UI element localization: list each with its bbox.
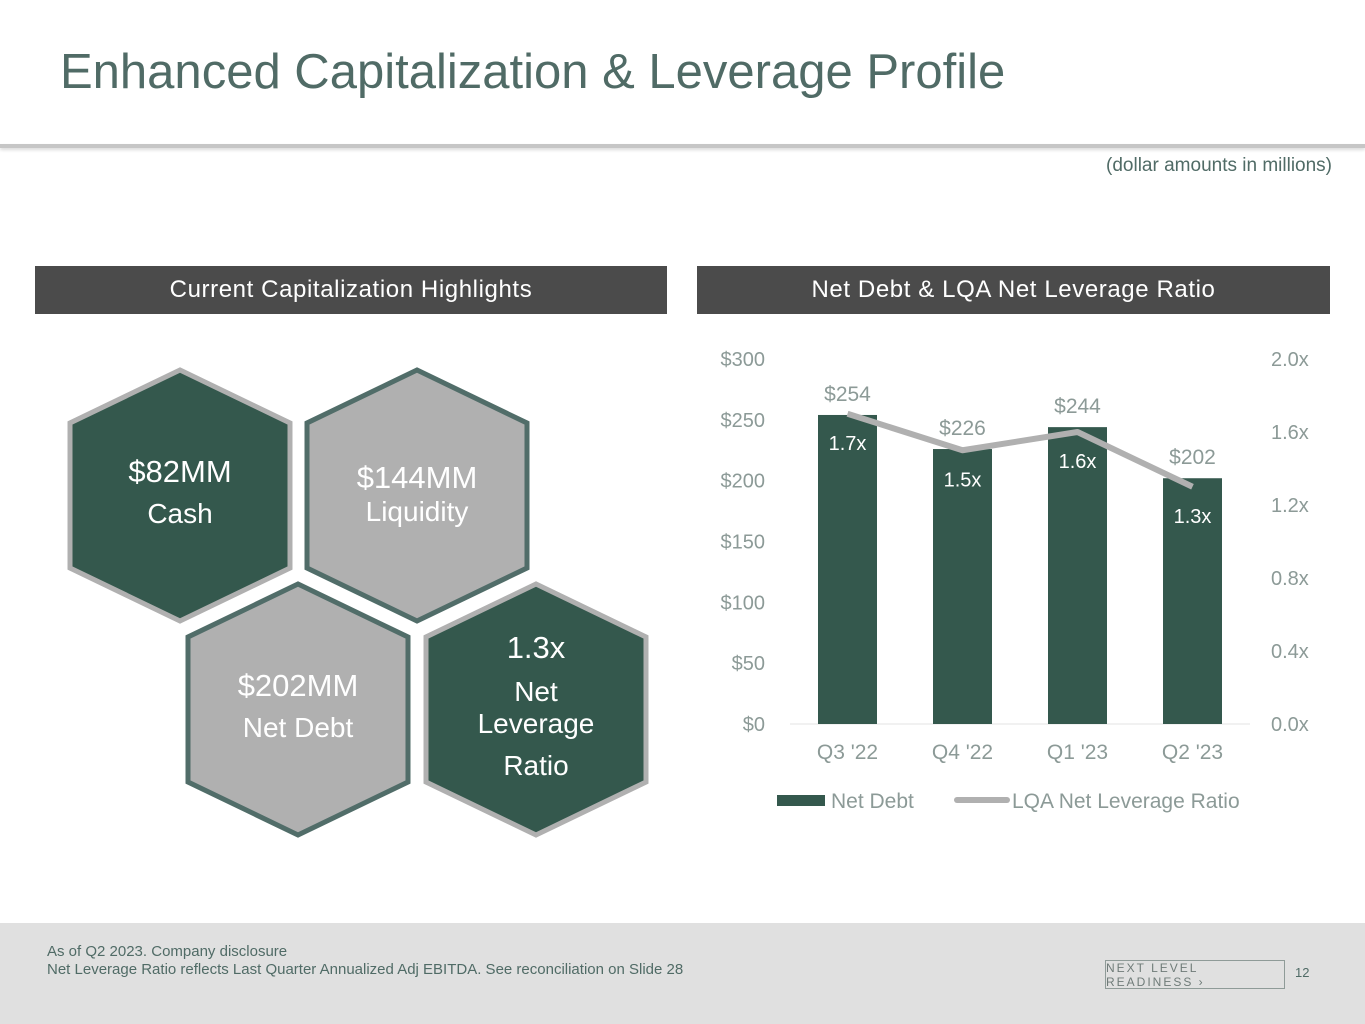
brand-tagline: NEXT LEVEL READINESS › [1105, 960, 1285, 989]
y-left-tick-label: $100 [721, 592, 766, 614]
legend-label-leverage: LQA Net Leverage Ratio [1012, 790, 1240, 813]
y-right-tick-label: 0.8x [1271, 568, 1309, 590]
leverage-label-line1: Net [514, 676, 558, 707]
line-data-label: 1.5x [944, 469, 982, 491]
bar-data-label: $202 [1169, 446, 1216, 469]
y-right-tick-label: 1.6x [1271, 422, 1309, 444]
leverage-value: 1.3x [506, 630, 566, 665]
legend-label-net-debt: Net Debt [831, 790, 914, 813]
cash-label: Cash [147, 498, 213, 529]
hex-net-debt [185, 581, 411, 838]
line-data-label: 1.3x [1174, 506, 1212, 528]
page-title: Enhanced Capitalization & Leverage Profi… [60, 45, 1006, 99]
y-left-tick-label: $50 [732, 653, 765, 675]
hex-cash [67, 367, 293, 624]
liquidity-value: $144MM [356, 460, 478, 495]
liquidity-label: Liquidity [365, 496, 469, 527]
x-tick-label: Q2 '23 [1162, 741, 1223, 764]
footer-note-2: Net Leverage Ratio reflects Last Quarter… [47, 961, 684, 978]
y-left-tick-label: $300 [721, 349, 766, 371]
line-data-label: 1.7x [829, 433, 867, 455]
y-left-tick-label: $0 [743, 714, 765, 736]
bar-data-label: $254 [824, 383, 871, 406]
x-tick-label: Q4 '22 [932, 741, 993, 764]
x-tick-label: Q1 '23 [1047, 741, 1108, 764]
bar-data-label: $244 [1054, 395, 1101, 418]
y-right-tick-label: 0.4x [1271, 641, 1309, 663]
net-debt-label: Net Debt [242, 712, 354, 743]
leverage-label-line3: Ratio [503, 750, 569, 781]
chart-panel-heading: Net Debt & LQA Net Leverage Ratio [697, 266, 1330, 314]
footer-note-1: As of Q2 2023. Company disclosure [47, 943, 288, 960]
hexagon-shapes [67, 367, 649, 838]
y-right-tick-label: 0.0x [1271, 714, 1309, 736]
hex-leverage-text: 1.3x Net Leverage Ratio [436, 630, 636, 782]
bar-net-debt [1048, 427, 1107, 724]
hex-liquidity-text: $144MM Liquidity [317, 460, 517, 528]
y-left-tick-label: $250 [721, 410, 766, 432]
hex-cash-text: $82MM Cash [80, 454, 280, 530]
line-leverage-ratio [846, 410, 1194, 490]
units-note: (dollar amounts in millions) [1106, 155, 1332, 176]
y-left-tick-label: $200 [721, 471, 766, 493]
hex-liquidity [304, 367, 530, 624]
net-debt-leverage-chart: $0 $50 $100 $150 $200 $250 $300 0.0x 0.4x 0.8x 1.2… [721, 349, 1309, 813]
bar-net-debt [1163, 478, 1222, 724]
cash-value: $82MM [128, 454, 232, 489]
bar-net-debt [933, 449, 992, 724]
hex-net-debt-text: $202MM Net Debt [198, 668, 398, 744]
title-divider [0, 144, 1365, 148]
capitalization-hexagons: $82MM Cash $144MM Liquidity $202MM Net D… [60, 360, 660, 850]
capitalization-panel-heading: Current Capitalization Highlights [35, 266, 667, 314]
y-right-tick-label: 1.2x [1271, 495, 1309, 517]
bar-data-label: $226 [939, 417, 986, 440]
x-tick-label: Q3 '22 [817, 741, 878, 764]
leverage-label-line2: Leverage [477, 708, 595, 739]
y-right-tick-label: 2.0x [1271, 349, 1309, 371]
legend-swatch-net-debt [777, 795, 825, 806]
footer: As of Q2 2023. Company disclosure Net Le… [0, 923, 1365, 1024]
y-left-tick-label: $150 [721, 532, 766, 554]
net-debt-value: $202MM [237, 668, 359, 703]
line-data-label: 1.6x [1059, 451, 1097, 473]
page-number: 12 [1295, 965, 1310, 980]
hex-leverage [423, 581, 649, 838]
bar-net-debt [818, 414, 877, 724]
